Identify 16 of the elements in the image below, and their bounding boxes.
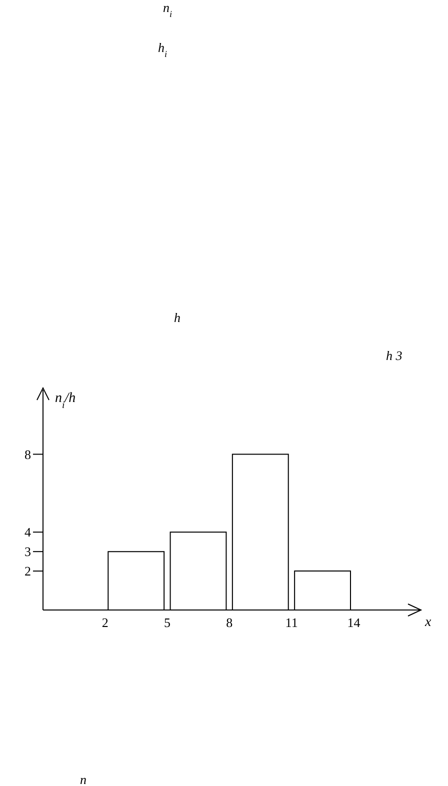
y-tick-label: 4 — [24, 524, 32, 540]
y-axis-title: n$_{i}$/h — [55, 391, 76, 410]
x-tick-label: 14 — [347, 615, 361, 630]
x-axis-title: x — [424, 615, 432, 630]
x-tick-label: 8 — [226, 615, 233, 630]
y-tick-label: 3 — [24, 544, 31, 560]
x-tick-label: 11 — [285, 615, 298, 630]
x-tick-label: 5 — [164, 615, 171, 630]
text: h — [174, 310, 180, 325]
text: n — [80, 772, 86, 786]
text: n$_{i}$ — [163, 0, 172, 19]
y-tick-label: 8 — [24, 446, 31, 462]
text: h$_{i}$ — [158, 40, 168, 59]
text: h 3 — [386, 348, 403, 363]
y-tick-label: 2 — [24, 564, 31, 579]
x-tick-label: 2 — [102, 615, 108, 630]
